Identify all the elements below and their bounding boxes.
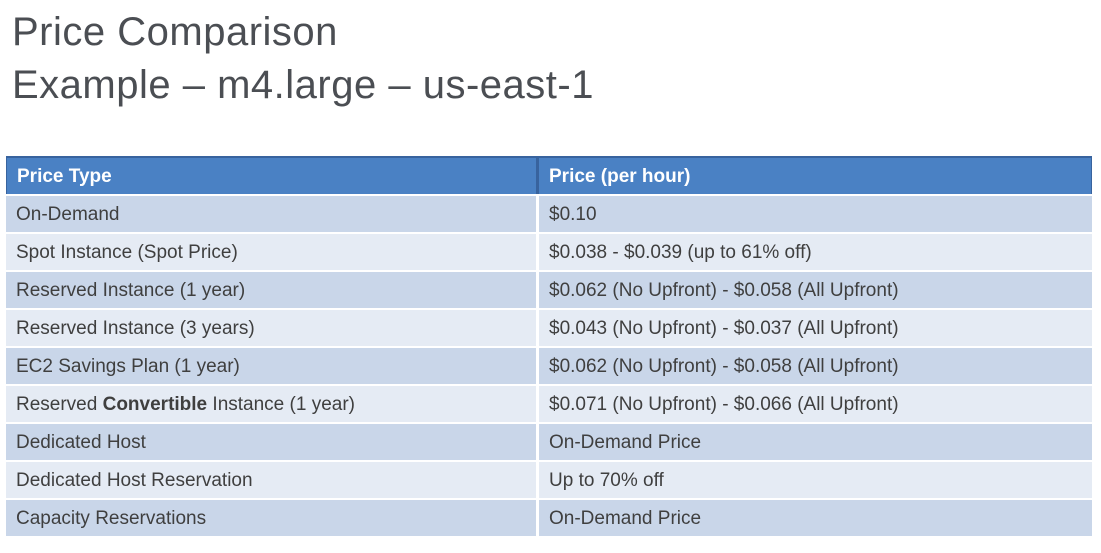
title-line-2: Example – m4.large – us-east-1 [12,63,594,107]
table-header-row: Price Type Price (per hour) [6,156,1092,194]
price-value-cell: $0.038 - $0.039 (up to 61% off) [539,234,1092,270]
price-type-cell: On-Demand [6,196,536,232]
table-row: Capacity Reservations On-Demand Price [6,500,1092,536]
price-type-cell: Reserved Instance (1 year) [6,272,536,308]
table-row: Reserved Convertible Instance (1 year) $… [6,386,1092,422]
price-value-cell: $0.10 [539,196,1092,232]
table-row: Dedicated Host Reservation Up to 70% off [6,462,1092,498]
price-value-cell: $0.062 (No Upfront) - $0.058 (All Upfron… [539,348,1092,384]
price-type-cell: Dedicated Host [6,424,536,460]
table-row: Dedicated Host On-Demand Price [6,424,1092,460]
price-value-cell: On-Demand Price [539,424,1092,460]
column-header-price-per-hour: Price (per hour) [536,158,1091,194]
page-title: Price Comparison Example – m4.large – us… [12,6,1101,112]
price-value-cell: $0.043 (No Upfront) - $0.037 (All Upfron… [539,310,1092,346]
price-value-cell: On-Demand Price [539,500,1092,536]
price-type-cell: EC2 Savings Plan (1 year) [6,348,536,384]
price-comparison-table: Price Type Price (per hour) On-Demand $0… [6,156,1092,538]
table-row: Spot Instance (Spot Price) $0.038 - $0.0… [6,234,1092,270]
table-row: EC2 Savings Plan (1 year) $0.062 (No Upf… [6,348,1092,384]
title-line-1: Price Comparison [12,10,338,54]
column-header-price-type: Price Type [7,158,536,194]
price-value-cell: Up to 70% off [539,462,1092,498]
slide: Price Comparison Example – m4.large – us… [0,6,1101,553]
price-type-text: Instance (1 year) [207,394,355,415]
price-value-cell: $0.062 (No Upfront) - $0.058 (All Upfron… [539,272,1092,308]
price-type-cell: Reserved Convertible Instance (1 year) [6,386,536,422]
table-row: Reserved Instance (1 year) $0.062 (No Up… [6,272,1092,308]
price-type-cell: Spot Instance (Spot Price) [6,234,536,270]
price-type-cell: Reserved Instance (3 years) [6,310,536,346]
price-type-bold-text: Convertible [102,394,208,415]
price-value-cell: $0.071 (No Upfront) - $0.066 (All Upfron… [539,386,1092,422]
price-type-cell: Dedicated Host Reservation [6,462,536,498]
table-row: Reserved Instance (3 years) $0.043 (No U… [6,310,1092,346]
table-row: On-Demand $0.10 [6,196,1092,232]
price-type-text: Reserved [16,394,103,415]
price-type-cell: Capacity Reservations [6,500,536,536]
